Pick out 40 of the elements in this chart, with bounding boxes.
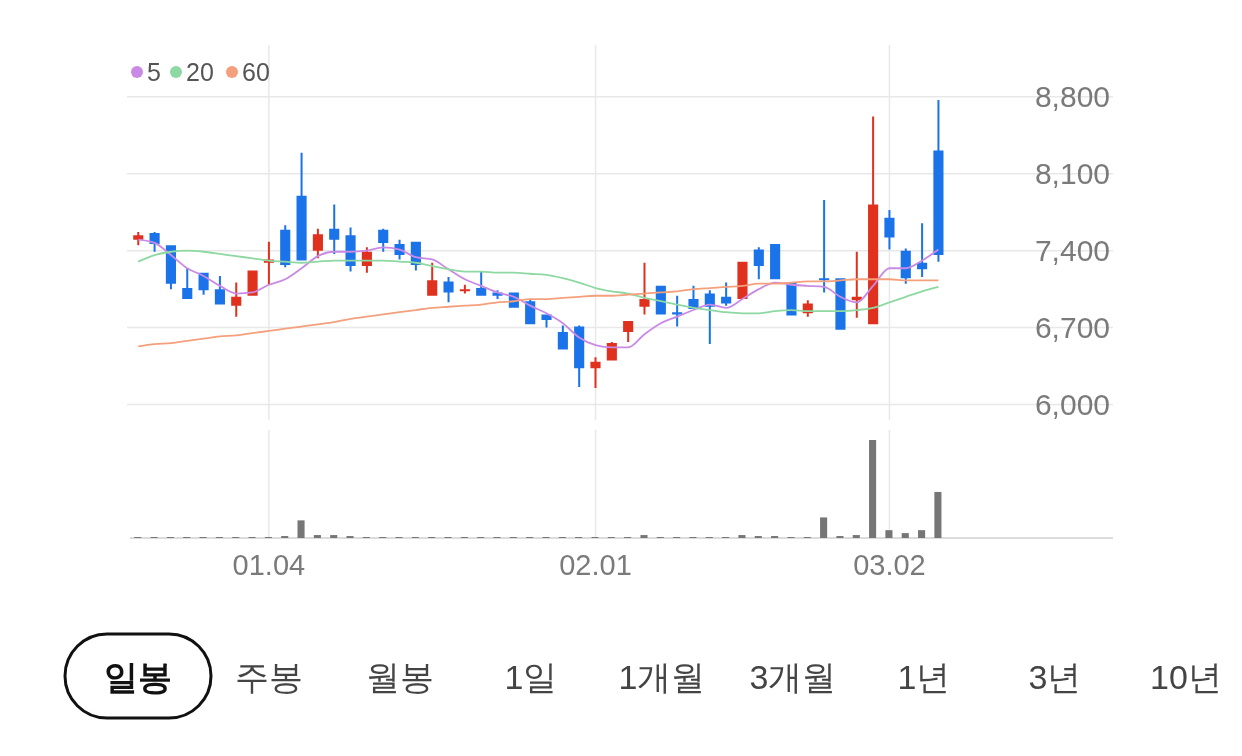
y-tick-label: 6,700: [1034, 311, 1110, 345]
legend-label: 60: [242, 57, 270, 86]
y-tick-label: 7,400: [1034, 234, 1110, 268]
legend-label: 20: [186, 57, 214, 86]
candlestick: [819, 200, 830, 293]
bar: [885, 530, 893, 538]
x-tick-label: 03.02: [853, 549, 926, 581]
text: 일봉: [104, 657, 172, 696]
bar: [297, 520, 305, 538]
line-series: [137, 238, 940, 349]
bar: [820, 517, 828, 538]
candlestick: [590, 357, 601, 389]
candlestick: [884, 209, 895, 250]
text: 3개월: [749, 657, 837, 696]
bar: [918, 530, 926, 538]
text: 주봉: [235, 657, 303, 696]
y-tick-label: 8,800: [1034, 80, 1110, 114]
text: 1년: [897, 657, 951, 696]
y-tick-label: 6,000: [1034, 388, 1110, 422]
bar: [330, 535, 338, 538]
text: 3년: [1028, 657, 1082, 696]
bar: [869, 440, 877, 538]
x-tick-label: 02.01: [559, 549, 632, 581]
text: 1일: [504, 657, 558, 696]
bar: [901, 533, 909, 538]
candlestick: [443, 277, 454, 303]
text: 월봉: [366, 657, 434, 696]
candlestick: [639, 262, 650, 315]
bar: [640, 535, 648, 538]
line-series: [137, 249, 940, 315]
y-tick-label: 8,100: [1034, 157, 1110, 191]
x-tick-label: 01.04: [232, 549, 306, 581]
text: 1개월: [618, 657, 706, 696]
text: 10년: [1150, 657, 1222, 696]
bar: [852, 535, 860, 538]
bar: [738, 535, 746, 538]
bar: [934, 491, 942, 538]
line-series: [137, 278, 940, 348]
bar: [313, 535, 321, 538]
legend-label: 5: [147, 57, 161, 86]
